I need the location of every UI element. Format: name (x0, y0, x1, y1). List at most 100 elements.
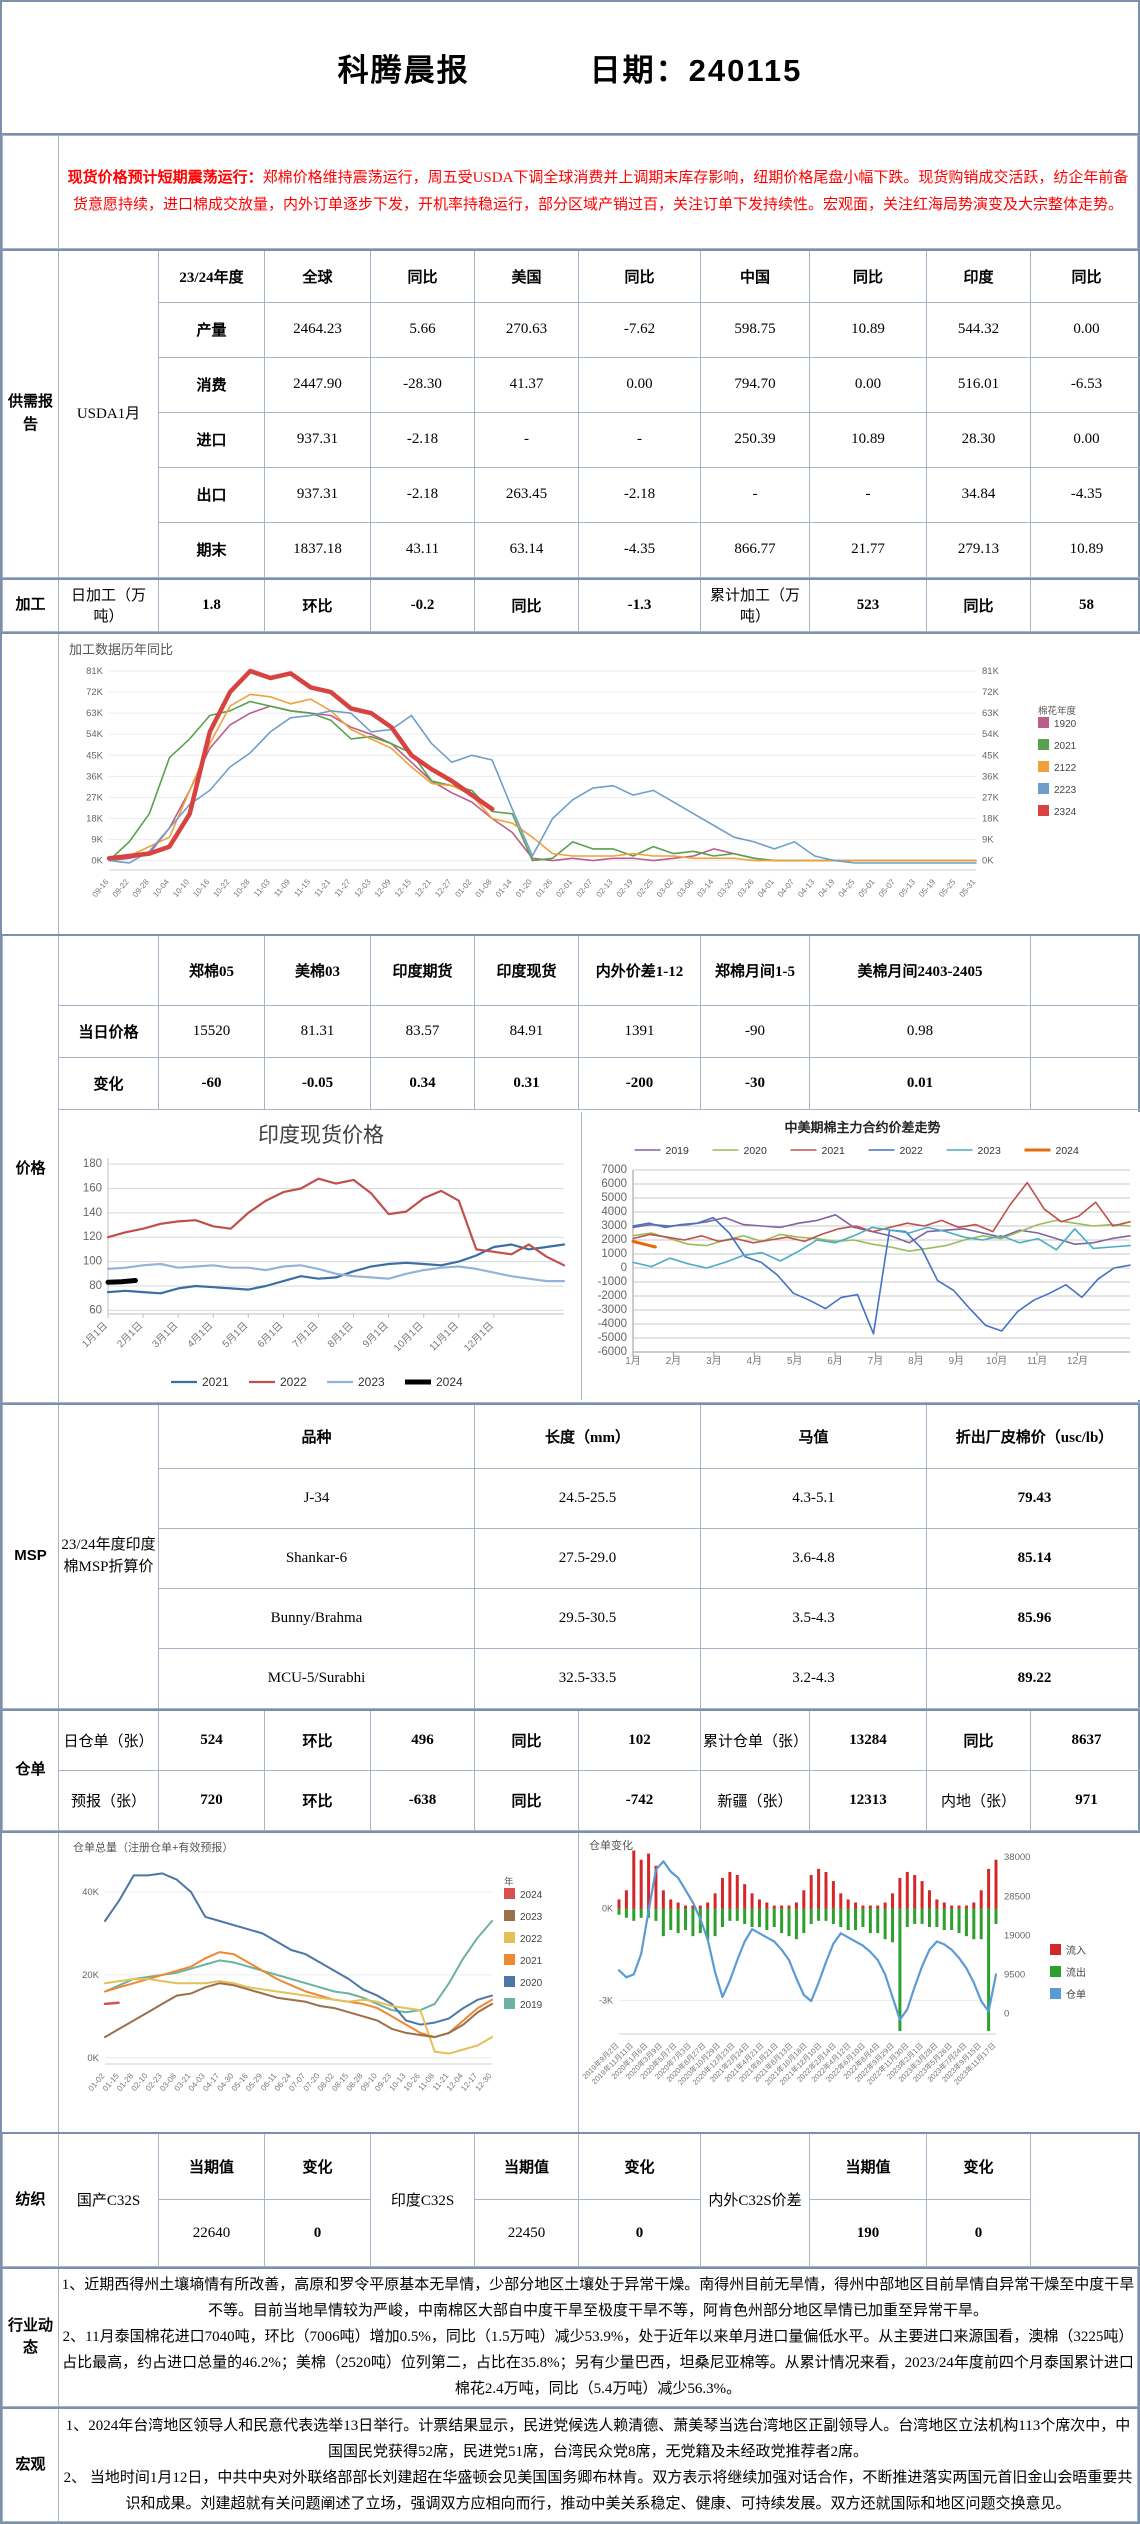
svg-text:81K: 81K (86, 666, 104, 677)
processing-cell: 58 (1031, 579, 1140, 632)
svg-text:03-20: 03-20 (716, 877, 736, 899)
svg-text:仓单总量（注册仓单+有效预报）: 仓单总量（注册仓单+有效预报） (73, 1840, 233, 1854)
supply-cell: -2.18 (371, 412, 475, 467)
chart-svg: 0K20K40K01-0201-1501-2802-1002-2303-0803… (59, 1833, 576, 2130)
svg-text:60: 60 (89, 1304, 102, 1316)
msp-cell: 4.3-5.1 (701, 1469, 927, 1529)
msp-header: 品种 (159, 1404, 475, 1469)
macro-item: 1、2024年台湾地区领导人和民意代表选举13日举行。计票结果显示，民进党候选人… (61, 2413, 1135, 2465)
supply-cell: 0.00 (1031, 412, 1140, 467)
textile-table: 纺织 国产C32S 当期值 变化 印度C32S 当期值 变化 内外C32S价差 … (2, 2132, 1140, 2268)
msp-cell: Bunny/Brahma (159, 1589, 475, 1649)
price-cell: 0.34 (371, 1057, 475, 1109)
receipts-cell: -638 (371, 1770, 475, 1830)
report-title-bar: 科腾晨报 日期：240115 (2, 2, 1138, 135)
processing-cell: 日加工（万吨） (59, 579, 159, 632)
svg-text:02-19: 02-19 (615, 877, 635, 899)
svg-text:3月: 3月 (706, 1355, 722, 1367)
supply-cell: -2.18 (579, 467, 701, 522)
svg-text:1000: 1000 (601, 1248, 627, 1260)
svg-text:12-15: 12-15 (393, 877, 413, 899)
chart-svg: -6000-5000-4000-3000-2000-10000100020003… (583, 1112, 1140, 1398)
msp-cell: MCU-5/Surabhi (159, 1649, 475, 1709)
svg-text:54K: 54K (982, 729, 1000, 740)
supply-cell: 263.45 (475, 467, 579, 522)
supply-cell: 937.31 (265, 412, 371, 467)
svg-text:2023: 2023 (978, 1145, 1002, 1157)
supply-cell: 41.37 (475, 357, 579, 412)
receipts-cell: 8637 (1031, 1710, 1140, 1770)
svg-text:9月: 9月 (948, 1355, 964, 1367)
svg-text:11-03: 11-03 (252, 877, 272, 898)
price-cell: 0.31 (475, 1057, 579, 1109)
table-row: J-34 24.5-25.5 4.3-5.1 79.43 (3, 1469, 1140, 1529)
price-cell: 1391 (579, 1005, 701, 1057)
supply-cell: 937.31 (265, 467, 371, 522)
svg-text:12-09: 12-09 (373, 877, 393, 899)
svg-text:2019: 2019 (666, 1145, 690, 1157)
svg-text:01-08: 01-08 (474, 877, 494, 899)
supply-cell: 0.00 (1031, 302, 1140, 357)
textile-group-label: 印度C32S (371, 2133, 475, 2267)
svg-text:2000: 2000 (601, 1234, 627, 1246)
price-header: 郑棉月间1-5 (701, 935, 810, 1005)
svg-text:12月1日: 12月1日 (462, 1319, 496, 1353)
summary-lead: 现货价格预计短期震荡运行： (68, 170, 263, 186)
section-label-industry: 行业动态 (3, 2268, 59, 2406)
price-cell: 0.98 (810, 1005, 1031, 1057)
summary-left-spacer (3, 136, 59, 249)
svg-text:9K: 9K (982, 835, 994, 846)
svg-text:-2000: -2000 (598, 1290, 627, 1302)
svg-text:11-21: 11-21 (313, 877, 333, 898)
supply-cell: 2464.23 (265, 302, 371, 357)
svg-text:04-13: 04-13 (796, 877, 816, 899)
svg-text:05-07: 05-07 (877, 877, 897, 899)
svg-text:2022: 2022 (900, 1145, 924, 1157)
svg-text:仓单: 仓单 (1066, 1988, 1086, 2001)
supply-sub-label: USDA1月 (59, 250, 159, 577)
supply-cell: 794.70 (701, 357, 810, 412)
svg-text:-4000: -4000 (598, 1318, 627, 1330)
svg-text:仓单变化: 仓单变化 (589, 1838, 633, 1852)
msp-cell: 27.5-29.0 (475, 1529, 701, 1589)
supply-row-label: 期末 (159, 522, 265, 577)
receipts-table: 仓单 日仓单（张） 524 环比 496 同比 102 累计仓单（张） 1328… (2, 1709, 1140, 1831)
svg-text:04-19: 04-19 (816, 877, 836, 899)
svg-text:05-01: 05-01 (857, 877, 877, 899)
msp-cell: 85.96 (927, 1589, 1140, 1649)
msp-header: 马值 (701, 1404, 927, 1469)
price-row-label: 变化 (59, 1057, 159, 1109)
svg-text:36K: 36K (86, 771, 104, 782)
supply-cell: -4.35 (579, 522, 701, 577)
svg-text:03-14: 03-14 (695, 877, 715, 899)
svg-text:0K: 0K (602, 1903, 613, 1913)
price-cell: 84.91 (475, 1005, 579, 1057)
svg-text:04-07: 04-07 (776, 877, 796, 899)
supply-header: 同比 (371, 250, 475, 302)
price-cell: -90 (701, 1005, 810, 1057)
price-header-empty (1031, 935, 1140, 1005)
msp-cell: 29.5-30.5 (475, 1589, 701, 1649)
svg-text:02-25: 02-25 (635, 877, 655, 899)
supply-row-label: 出口 (159, 467, 265, 522)
table-row: 预报（张） 720 环比 -638 同比 -742 新疆（张） 12313 内地… (3, 1770, 1140, 1830)
svg-text:2023: 2023 (520, 1912, 543, 1923)
svg-text:2020: 2020 (744, 1145, 768, 1157)
supply-cell: 5.66 (371, 302, 475, 357)
supply-cell: 43.11 (371, 522, 475, 577)
svg-text:中美期棉主力合约价差走势: 中美期棉主力合约价差走势 (784, 1120, 940, 1135)
svg-text:27K: 27K (86, 792, 104, 803)
svg-text:4000: 4000 (601, 1206, 627, 1218)
processing-cell: -1.3 (579, 579, 701, 632)
svg-text:2021: 2021 (202, 1375, 229, 1389)
svg-text:5月: 5月 (787, 1355, 803, 1367)
summary-section: 现货价格预计短期震荡运行：郑棉价格维持震荡运行，周五受USDA下调全球消费并上调… (2, 135, 1138, 249)
svg-text:01-26: 01-26 (534, 877, 554, 899)
textile-group-label: 内外C32S价差 (701, 2133, 810, 2267)
svg-text:45K: 45K (86, 750, 104, 761)
supply-cell: 0.00 (579, 357, 701, 412)
